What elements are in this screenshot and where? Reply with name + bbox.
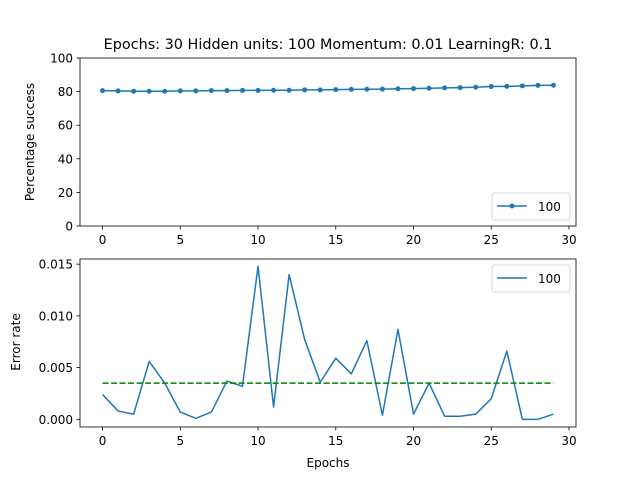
- top-data-point: [131, 88, 137, 94]
- top-x-tick-label: 0: [99, 233, 107, 247]
- bottom-y-tick-label: 0.005: [39, 361, 73, 375]
- top-legend-marker: [509, 203, 515, 209]
- top-data-point: [488, 84, 494, 90]
- top-data-point: [457, 85, 463, 91]
- top-x-tick-label: 30: [561, 233, 576, 247]
- top-legend-label: 100: [538, 200, 561, 214]
- bottom-x-tick-label: 5: [176, 434, 184, 448]
- top-data-point: [504, 83, 510, 89]
- bottom-x-tick-label: 0: [99, 434, 107, 448]
- bottom-y-tick-label: 0.010: [39, 309, 73, 323]
- bottom-x-tick-label: 10: [250, 434, 265, 448]
- bottom-legend-box: [491, 264, 571, 293]
- top-y-axis-label: Percentage success: [23, 83, 37, 201]
- top-data-point: [193, 88, 199, 94]
- top-legend-box: [491, 192, 571, 221]
- top-data-point: [411, 86, 417, 92]
- bottom-plot-frame: [79, 258, 577, 428]
- bottom-y-tick-label: 0.015: [39, 258, 73, 272]
- bottom-y-axis-label: Error rate: [9, 313, 23, 370]
- bottom-x-tick-label: 30: [561, 434, 576, 448]
- top-x-tick-label: 15: [328, 233, 343, 247]
- top-x-tick-label: 10: [250, 233, 265, 247]
- top-data-point: [302, 87, 308, 93]
- bottom-series-line: [102, 265, 554, 421]
- top-data-point: [208, 88, 214, 94]
- top-y-tick-label: 20: [58, 186, 73, 200]
- bottom-x-axis-label: Epochs: [307, 456, 350, 470]
- bottom-x-tick-label: 20: [406, 434, 421, 448]
- top-data-point: [317, 87, 323, 93]
- top-x-tick-label: 20: [406, 233, 421, 247]
- top-data-point: [348, 86, 354, 92]
- bottom-y-tick-label: 0.000: [39, 413, 73, 427]
- top-data-point: [379, 86, 385, 92]
- top-data-point: [255, 87, 261, 93]
- top-y-tick-label: 60: [58, 119, 73, 133]
- top-data-point: [177, 88, 183, 94]
- top-data-point: [333, 87, 339, 93]
- top-x-tick-label: 5: [176, 233, 184, 247]
- top-data-point: [239, 87, 245, 93]
- top-chart: Epochs: 30 Hidden units: 100 Momentum: 0…: [23, 37, 577, 247]
- chart-title: Epochs: 30 Hidden units: 100 Momentum: 0…: [104, 37, 553, 53]
- top-data-point: [550, 82, 556, 88]
- top-plot-frame: [79, 57, 577, 227]
- top-y-tick-label: 40: [58, 152, 73, 166]
- top-legend: 100: [491, 192, 571, 221]
- top-data-point: [395, 86, 401, 92]
- top-data-point: [146, 88, 152, 94]
- top-data-point: [286, 87, 292, 93]
- top-data-point: [426, 85, 432, 91]
- bottom-x-tick-label: 15: [328, 434, 343, 448]
- top-y-tick-label: 100: [50, 52, 73, 66]
- bottom-x-tick-label: 25: [484, 434, 499, 448]
- top-data-point: [100, 88, 106, 94]
- top-data-point: [442, 85, 448, 91]
- top-data-point: [473, 84, 479, 90]
- top-data-point: [519, 83, 525, 89]
- top-y-tick-label: 80: [58, 85, 73, 99]
- top-x-tick-label: 25: [484, 233, 499, 247]
- top-data-point: [115, 88, 121, 94]
- top-data-point: [535, 82, 541, 88]
- bottom-legend-label: 100: [538, 272, 561, 286]
- bottom-legend: 100: [491, 264, 571, 293]
- bottom-chart: Error rate Epochs 0 5 10 15 20 25 30 0.000 0.005…: [9, 258, 577, 470]
- top-data-point: [224, 88, 230, 94]
- top-y-tick-label: 0: [65, 220, 73, 234]
- top-data-point: [364, 86, 370, 92]
- top-series-line: [102, 84, 554, 93]
- top-data-point: [162, 88, 168, 94]
- top-data-point: [271, 87, 277, 93]
